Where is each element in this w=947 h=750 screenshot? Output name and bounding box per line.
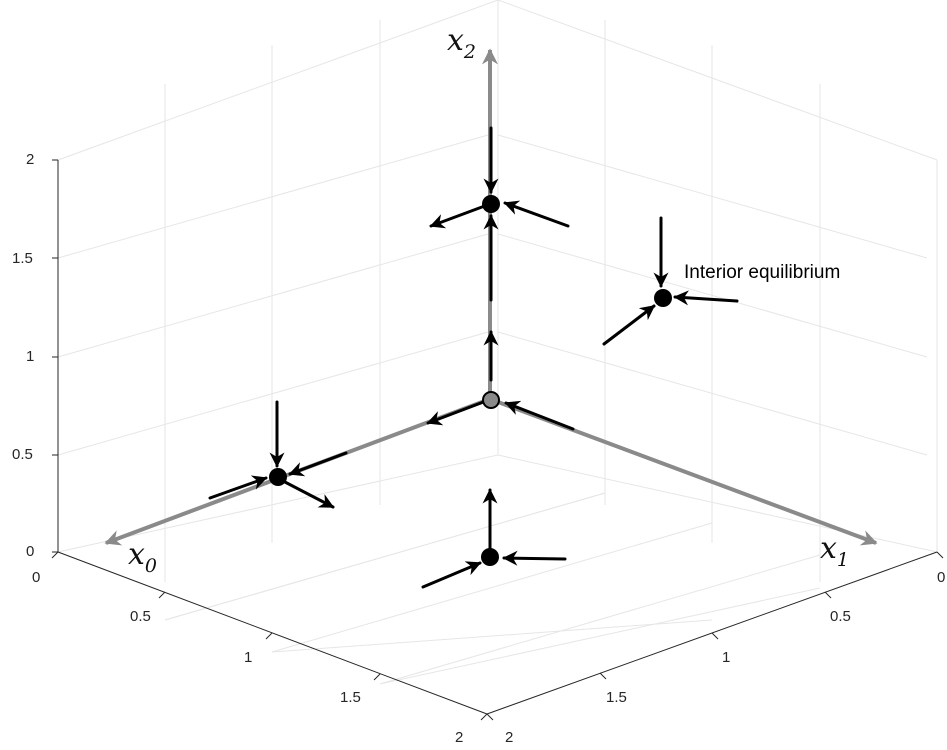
x2-axis-label: x2 <box>447 23 476 63</box>
equilibrium-points <box>269 195 672 566</box>
arrow-x0-from-outer <box>208 475 268 500</box>
back-left-wall-grid <box>57 20 489 582</box>
arrow-origin-in-from-x1 <box>504 400 575 431</box>
back-right-wall-grid <box>497 20 928 582</box>
equilibrium-floor <box>481 548 499 566</box>
floor-grid <box>164 492 821 685</box>
x0-tick-0: 0 <box>32 569 40 586</box>
x0-tick-1: 1 <box>244 649 252 666</box>
interior-equilibrium-label: Interior equilibrium <box>684 262 840 283</box>
arrow-interior-from-right <box>673 290 739 306</box>
equilibrium-origin <box>482 391 500 409</box>
equilibrium-top-x2 <box>482 195 500 213</box>
z-axis-ticks: 0 0.5 1 1.5 2 <box>12 151 58 560</box>
x0-tick-1.5: 1.5 <box>340 689 361 706</box>
arrow-floor-eq-from-right <box>502 550 567 566</box>
x1-tick-0.5: 0.5 <box>830 608 851 625</box>
x1-axis-ticks: 2 1.5 1 0.5 0 <box>486 551 945 746</box>
x1-tick-2: 2 <box>505 729 513 746</box>
arrow-top-eq-in-right <box>503 200 570 228</box>
x0-tick-2: 2 <box>455 729 463 746</box>
arrow-interior-from-lower-left <box>602 304 656 346</box>
x0-axis-ticks: 0 0.5 1 1.5 2 <box>32 551 488 746</box>
vector-field-arrows <box>208 126 739 589</box>
arrow-origin-out-x0 <box>426 399 488 426</box>
equilibrium-interior <box>654 289 672 307</box>
x0-axis-label: x0 <box>128 537 157 577</box>
arrow-floor-eq-from-lower-left <box>421 561 482 589</box>
x0-tick-0.5: 0.5 <box>130 608 151 625</box>
arrow-left-eq-out-lower-right <box>281 479 335 509</box>
x1-tick-1: 1 <box>722 649 730 666</box>
equilibrium-x0-axis <box>269 468 287 486</box>
z-tick-1.5: 1.5 <box>12 250 33 267</box>
arrow-top-eq-out-left <box>429 202 492 229</box>
x1-axis-label: x1 <box>820 531 849 571</box>
z-tick-0: 0 <box>26 543 34 560</box>
box-outline <box>57 0 938 715</box>
z-tick-0.5: 0.5 <box>12 446 33 463</box>
x1-tick-0: 0 <box>937 569 945 586</box>
x1-tick-1.5: 1.5 <box>606 689 627 706</box>
arrow-x0-toward-left-eq <box>288 451 348 477</box>
z-tick-2: 2 <box>26 151 34 168</box>
z-tick-1: 1 <box>26 348 34 365</box>
